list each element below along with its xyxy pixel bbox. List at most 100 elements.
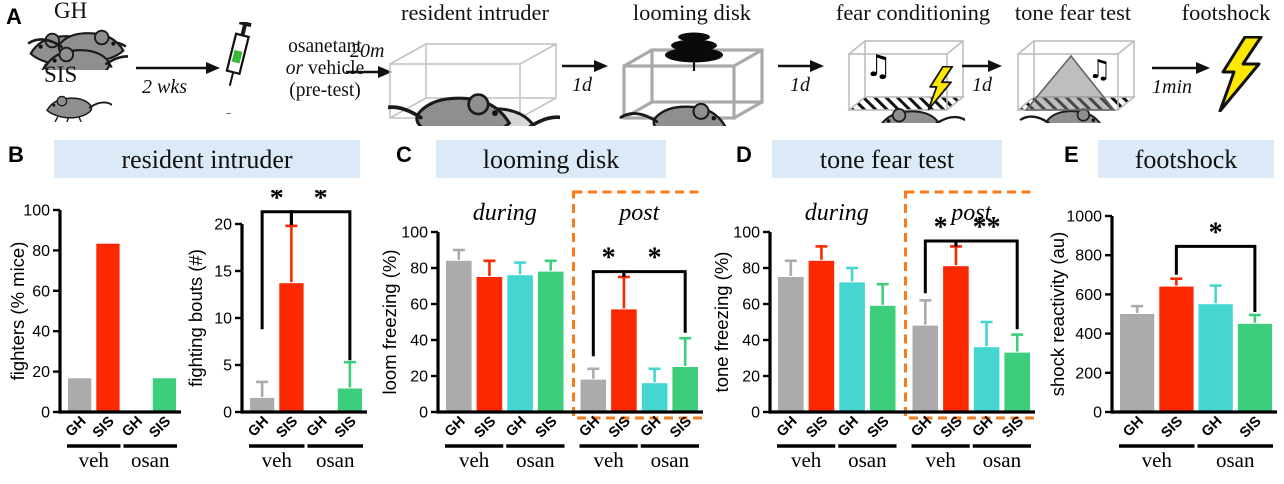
y-axis-label: fighting bouts (#) bbox=[188, 249, 206, 387]
bar bbox=[446, 260, 472, 412]
group-label: veh bbox=[593, 448, 624, 472]
significance-bracket bbox=[289, 210, 352, 361]
stage-tone-fear-test-title: tone fear test bbox=[1014, 0, 1132, 25]
group-label: osan bbox=[1216, 448, 1255, 472]
category-label: SIS bbox=[90, 413, 118, 441]
injection-line2: or vehicle bbox=[278, 58, 372, 80]
y-tick-label: 80 bbox=[32, 243, 50, 260]
bar bbox=[1159, 286, 1194, 412]
chart-tone-freezing: 0 20 40 60 80 100 tone freezing (%) GH SIS GH SIS G… bbox=[711, 190, 1040, 484]
y-tick-label: 600 bbox=[1075, 287, 1102, 304]
bar bbox=[641, 383, 668, 412]
y-tick-label: 10 bbox=[214, 311, 232, 328]
significance-label: * bbox=[602, 243, 616, 274]
panel-e-title: footshock bbox=[1098, 140, 1274, 178]
bar bbox=[476, 277, 503, 412]
arrow-1d-label: 1d bbox=[572, 74, 592, 96]
y-axis-label: shock reactivity (au) bbox=[1050, 232, 1068, 397]
bar bbox=[912, 325, 939, 412]
sis-cohort-label: SIS bbox=[44, 62, 78, 87]
bar bbox=[337, 388, 363, 412]
arrow-20m-label: 20m bbox=[350, 40, 385, 62]
chart-fighters: 0 20 40 60 80 100 fighters (% mice) GH SIS GH SIS v… bbox=[7, 190, 182, 484]
significance-label: ** bbox=[973, 212, 1001, 243]
y-tick-label: 40 bbox=[32, 324, 50, 341]
tone-fear-test-cage-icon: ♫ bbox=[1016, 40, 1136, 123]
y-tick-label: 80 bbox=[742, 261, 760, 278]
group-label: veh bbox=[1142, 448, 1173, 472]
injection-or: or bbox=[285, 57, 304, 79]
group-label: osan bbox=[983, 448, 1022, 472]
significance-label: * bbox=[1209, 217, 1223, 248]
y-tick-label: 0 bbox=[751, 405, 760, 422]
panel-e: E footshock 0 200 400 600 800 1000 shock react… bbox=[1042, 132, 1284, 484]
y-tick-label: 400 bbox=[1075, 326, 1102, 343]
y-axis-label: loom freezing (%) bbox=[382, 250, 400, 395]
music-note-icon: ♫ bbox=[1088, 55, 1111, 85]
category-label: SIS bbox=[1158, 413, 1186, 441]
bar bbox=[778, 277, 804, 412]
y-tick-label: 60 bbox=[410, 297, 428, 314]
music-note-icon: ♫ bbox=[865, 49, 892, 84]
arrow-20m-icon bbox=[346, 66, 392, 78]
bar bbox=[943, 266, 969, 412]
injection-line3: (pre-test) bbox=[289, 79, 361, 101]
bar bbox=[279, 283, 304, 412]
category-label: SIS bbox=[471, 413, 499, 441]
bar bbox=[1004, 352, 1030, 412]
y-tick-label: 0 bbox=[1093, 405, 1102, 422]
chart-loom-freezing: 0 20 40 60 80 100 loom freezing (%) GH SIS GH SIS G… bbox=[379, 190, 708, 484]
group-label: osan bbox=[131, 448, 170, 472]
y-tick-label: 60 bbox=[32, 283, 50, 300]
stage-resident-intruder-title: resident intruder bbox=[400, 0, 550, 25]
injection-text: osanetant or vehicle (pre-test) bbox=[278, 36, 372, 101]
chart-svg-shock-reactivity: 0 200 400 600 800 1000 shock reactivity (au) GH… bbox=[1047, 209, 1277, 472]
looming-disk-cage-icon bbox=[620, 32, 764, 126]
group-label: veh bbox=[925, 448, 956, 472]
category-label: GH bbox=[442, 414, 469, 441]
panel-d-label: D bbox=[736, 142, 752, 167]
chart-fighting-bouts: 0 5 10 15 20 fighting bouts (#) GH SIS GH SIS veh o… bbox=[185, 183, 368, 484]
section-label: post bbox=[617, 200, 660, 226]
y-tick-label: 40 bbox=[410, 333, 428, 350]
category-label: GH bbox=[245, 414, 272, 441]
arrow-1d-icon bbox=[562, 60, 608, 72]
y-axis-label: fighters (% mice) bbox=[10, 242, 28, 381]
injection-mouse-icon bbox=[210, 22, 284, 114]
group-label: veh bbox=[459, 448, 490, 472]
bar bbox=[808, 260, 835, 412]
category-label: GH bbox=[119, 414, 146, 441]
category-label: GH bbox=[63, 414, 90, 441]
panel-b-label: B bbox=[8, 142, 24, 167]
bar bbox=[537, 271, 564, 412]
y-tick-label: 100 bbox=[401, 225, 428, 242]
significance-bracket bbox=[954, 239, 1019, 330]
stage-looming-disk-title: looming disk bbox=[632, 0, 752, 25]
arrow-1d-label: 1d bbox=[972, 74, 992, 96]
y-tick-label: 60 bbox=[742, 297, 760, 314]
chart-shock-reactivity: 0 200 400 600 800 1000 shock reactivity (au) GH… bbox=[1047, 190, 1278, 484]
bar bbox=[869, 305, 896, 412]
category-label: SIS bbox=[146, 413, 174, 441]
panel-c: C looming disk 0 20 40 60 80 100 loom freezing… bbox=[378, 132, 710, 484]
y-tick-label: 0 bbox=[419, 405, 428, 422]
significance-bracket bbox=[1174, 244, 1257, 312]
panel-e-label: E bbox=[1064, 142, 1079, 167]
category-label: SIS bbox=[1237, 413, 1265, 441]
significance-label: * bbox=[934, 212, 948, 243]
bar bbox=[973, 347, 1000, 412]
y-tick-label: 1000 bbox=[1066, 209, 1102, 226]
bar bbox=[611, 309, 637, 412]
bar bbox=[839, 282, 865, 412]
resident-intruder-cage-icon bbox=[388, 43, 560, 126]
arrow-1min-label: 1min bbox=[1152, 76, 1192, 98]
y-tick-label: 20 bbox=[410, 369, 428, 386]
y-tick-label: 15 bbox=[214, 264, 232, 281]
category-label: SIS bbox=[803, 413, 831, 441]
y-tick-label: 100 bbox=[733, 225, 760, 242]
y-tick-label: 20 bbox=[742, 369, 760, 386]
